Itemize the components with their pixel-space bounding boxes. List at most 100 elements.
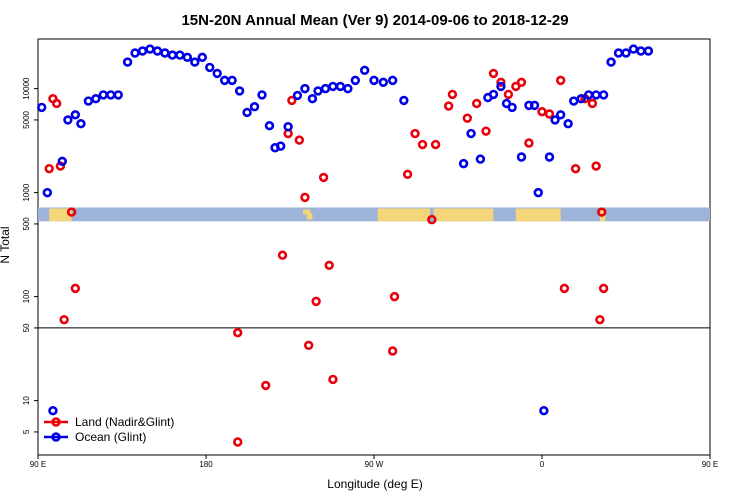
data-point (598, 90, 609, 100)
data-point (570, 163, 581, 174)
data-point (300, 192, 310, 203)
series-ocean (37, 44, 654, 416)
data-point (91, 93, 101, 104)
data-point (447, 89, 458, 100)
data-point (496, 81, 506, 92)
map-ocean (38, 207, 710, 222)
data-point (182, 52, 193, 63)
data-point (160, 48, 170, 58)
data-point (539, 405, 549, 416)
x-tick-label: 90 W (365, 460, 384, 469)
series-layer (37, 44, 654, 447)
data-point (283, 122, 293, 132)
data-point (242, 107, 252, 118)
data-point (42, 187, 53, 198)
data-point (175, 50, 185, 60)
x-tick-label: 180 (199, 460, 213, 469)
data-point (292, 90, 303, 101)
data-point (369, 75, 379, 86)
legend-label: Ocean (Glint) (75, 430, 146, 444)
data-point (537, 106, 547, 117)
data-point (466, 128, 476, 139)
data-point (167, 50, 178, 60)
data-point (307, 93, 318, 104)
data-point (524, 138, 534, 148)
data-point (389, 291, 400, 302)
data-point (503, 89, 514, 100)
data-point (57, 156, 67, 167)
data-point (427, 214, 437, 225)
data-point (145, 44, 155, 54)
data-point (48, 405, 58, 416)
map-land (433, 208, 494, 222)
data-point (555, 75, 566, 86)
data-point (287, 95, 297, 106)
y-axis: 5 10 50 100 500 1000 5000 10000 (22, 77, 38, 434)
series-land (44, 68, 609, 447)
x-axis-label: Longitude (deg E) (327, 477, 422, 491)
data-point (152, 46, 163, 56)
data-point (311, 296, 321, 307)
data-point (70, 283, 81, 294)
data-point (212, 68, 222, 79)
data-point (318, 172, 329, 183)
data-point (555, 110, 566, 120)
data-point (598, 283, 609, 294)
data-point (430, 139, 441, 150)
data-point (399, 95, 409, 106)
data-point (190, 57, 200, 67)
data-point (197, 52, 207, 63)
data-point (234, 86, 245, 96)
data-point (488, 89, 499, 100)
data-point (113, 90, 123, 100)
data-point (227, 75, 237, 86)
y-tick-label: 10000 (22, 77, 31, 100)
data-point (583, 90, 594, 100)
data-point (66, 207, 77, 217)
data-point (233, 327, 243, 338)
y-tick-label: 5000 (22, 110, 31, 128)
y-tick-label: 100 (22, 289, 31, 303)
data-point (249, 102, 260, 112)
world-map-strip (38, 207, 710, 222)
legend-label: Land (Nadir&Glint) (75, 415, 174, 429)
data-point (300, 83, 310, 94)
map-land (49, 208, 72, 222)
data-point (335, 81, 346, 92)
chart-title: 15N-20N Annual Mean (Ver 9) 2014-09-06 t… (181, 12, 568, 29)
data-point (595, 314, 605, 325)
data-point (233, 437, 243, 447)
data-point (628, 44, 639, 54)
data-point (359, 65, 370, 76)
data-point (261, 380, 271, 391)
data-point (98, 90, 109, 100)
data-point (410, 128, 420, 139)
data-point (122, 57, 133, 67)
data-point (544, 152, 555, 162)
data-point (516, 77, 527, 88)
data-point (387, 346, 398, 356)
data-point (458, 158, 469, 169)
y-tick-label: 500 (22, 217, 31, 231)
data-point (294, 135, 305, 145)
data-point (320, 83, 331, 94)
data-point (475, 154, 486, 164)
data-point (275, 141, 286, 151)
data-point (544, 109, 555, 119)
data-point (516, 152, 527, 162)
data-point (378, 77, 389, 88)
y-axis-label: N Total (0, 226, 12, 263)
x-axis: 90 E 180 90 W 0 90 E (30, 455, 718, 469)
legend-marker (51, 432, 61, 442)
data-point (70, 110, 81, 120)
data-point (533, 187, 543, 198)
data-point (496, 77, 506, 88)
data-point (636, 46, 646, 56)
x-tick-label: 90 E (30, 460, 46, 469)
data-point (205, 62, 215, 73)
data-point (597, 207, 607, 217)
data-point (83, 96, 94, 106)
y-tick-label: 50 (22, 323, 31, 332)
data-point (621, 48, 631, 58)
